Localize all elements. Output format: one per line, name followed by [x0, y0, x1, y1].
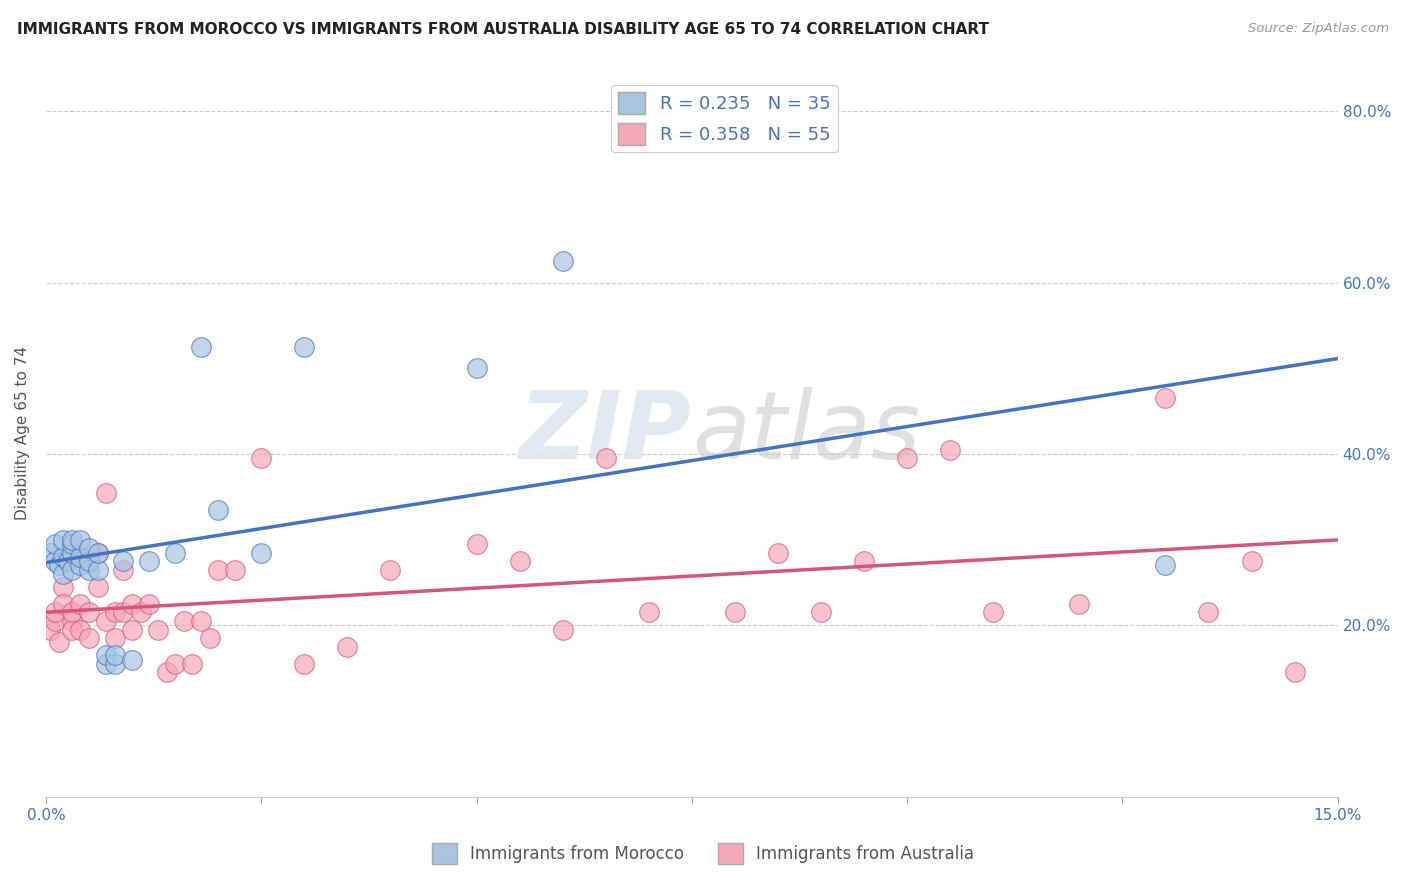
Y-axis label: Disability Age 65 to 74: Disability Age 65 to 74 — [15, 345, 30, 520]
Point — [129, 606, 152, 620]
Point — [69, 623, 91, 637]
Point — [190, 614, 212, 628]
Point — [39, 545, 62, 559]
Point — [69, 558, 91, 573]
Point — [104, 631, 127, 645]
Point — [39, 623, 62, 637]
Point — [138, 597, 160, 611]
Point — [198, 631, 221, 645]
Point — [551, 254, 574, 268]
Point — [146, 623, 169, 637]
Point — [96, 657, 118, 671]
Point — [250, 545, 273, 559]
Point — [1069, 597, 1091, 611]
Point — [896, 451, 918, 466]
Point — [96, 648, 118, 663]
Point — [52, 533, 75, 547]
Point — [637, 606, 659, 620]
Point — [551, 623, 574, 637]
Point — [77, 606, 100, 620]
Point — [77, 554, 100, 568]
Point — [810, 606, 832, 620]
Point — [190, 340, 212, 354]
Point — [60, 545, 83, 559]
Point — [724, 606, 747, 620]
Point — [1154, 558, 1177, 573]
Point — [121, 597, 143, 611]
Point — [52, 580, 75, 594]
Point — [86, 563, 108, 577]
Point — [173, 614, 195, 628]
Point — [60, 606, 83, 620]
Point — [1154, 392, 1177, 406]
Legend: Immigrants from Morocco, Immigrants from Australia: Immigrants from Morocco, Immigrants from… — [426, 837, 980, 871]
Point — [69, 597, 91, 611]
Point — [44, 606, 66, 620]
Point — [250, 451, 273, 466]
Point — [69, 549, 91, 564]
Point — [44, 614, 66, 628]
Point — [465, 537, 488, 551]
Point — [165, 657, 187, 671]
Point — [77, 541, 100, 556]
Point — [165, 545, 187, 559]
Point — [224, 563, 246, 577]
Point — [939, 442, 962, 457]
Point — [181, 657, 204, 671]
Point — [336, 640, 359, 654]
Point — [104, 657, 127, 671]
Point — [60, 537, 83, 551]
Point — [56, 554, 79, 568]
Point — [48, 635, 70, 649]
Point — [96, 485, 118, 500]
Point — [104, 648, 127, 663]
Point — [292, 340, 315, 354]
Point — [595, 451, 617, 466]
Point — [60, 614, 83, 628]
Point — [104, 606, 127, 620]
Point — [86, 580, 108, 594]
Point — [766, 545, 789, 559]
Text: Source: ZipAtlas.com: Source: ZipAtlas.com — [1249, 22, 1389, 36]
Point — [112, 563, 135, 577]
Point — [77, 563, 100, 577]
Text: atlas: atlas — [692, 387, 920, 478]
Point — [121, 623, 143, 637]
Point — [52, 549, 75, 564]
Point — [60, 623, 83, 637]
Point — [52, 566, 75, 581]
Point — [853, 554, 876, 568]
Point — [1240, 554, 1263, 568]
Point — [112, 554, 135, 568]
Point — [69, 533, 91, 547]
Text: IMMIGRANTS FROM MOROCCO VS IMMIGRANTS FROM AUSTRALIA DISABILITY AGE 65 TO 74 COR: IMMIGRANTS FROM MOROCCO VS IMMIGRANTS FR… — [17, 22, 988, 37]
Point — [44, 537, 66, 551]
Point — [121, 652, 143, 666]
Point — [112, 606, 135, 620]
Point — [96, 614, 118, 628]
Point — [509, 554, 531, 568]
Text: ZIP: ZIP — [519, 386, 692, 479]
Legend: R = 0.235   N = 35, R = 0.358   N = 55: R = 0.235 N = 35, R = 0.358 N = 55 — [612, 85, 838, 153]
Point — [207, 502, 229, 516]
Point — [52, 597, 75, 611]
Point — [60, 533, 83, 547]
Point — [292, 657, 315, 671]
Point — [48, 558, 70, 573]
Point — [1198, 606, 1220, 620]
Point — [380, 563, 402, 577]
Point — [1284, 665, 1306, 680]
Point — [44, 554, 66, 568]
Point — [465, 361, 488, 376]
Point — [86, 545, 108, 559]
Point — [77, 631, 100, 645]
Point — [86, 545, 108, 559]
Point — [60, 563, 83, 577]
Point — [155, 665, 177, 680]
Point — [981, 606, 1004, 620]
Point — [138, 554, 160, 568]
Point — [207, 563, 229, 577]
